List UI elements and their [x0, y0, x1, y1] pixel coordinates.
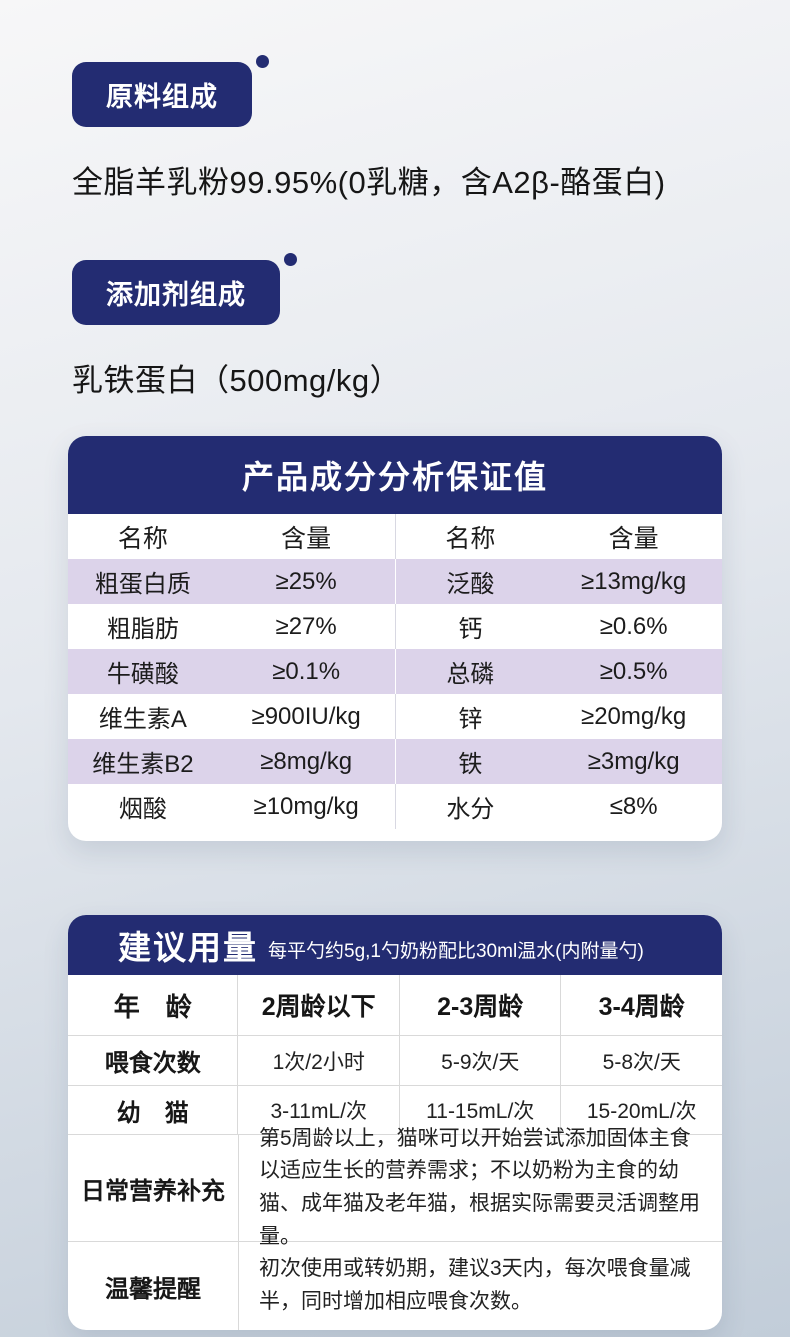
table-cell: ≥27% [218, 604, 396, 649]
row-label: 年 龄 [113, 991, 192, 1022]
table-row: 日常营养补充 第5周龄以上，猫咪可以开始尝试添加固体主食以适应生长的营养需求；不… [68, 1127, 722, 1248]
raw-material-text: 全脂羊乳粉99.95%(0乳糖，含A2β-酪蛋白) [72, 165, 666, 200]
dosage-card-title: 建议用量 [118, 929, 258, 966]
table-row: 粗脂肪 ≥27% 钙 ≥0.6% [68, 604, 722, 649]
dosage-card-subtitle: 每平勺约5g,1勺奶粉配比30ml温水(内附量勺) [268, 941, 644, 962]
table-cell: 锌 [458, 706, 483, 733]
note-text: 第5周龄以上，猫咪可以开始尝试添加固体主食以适应生长的营养需求；不以奶粉为主食的… [238, 1127, 722, 1248]
row-label: 日常营养补充 [81, 1177, 225, 1205]
table-header-row: 年 龄 2周龄以下 2-3周龄 3-4周龄 [68, 975, 722, 1035]
table-cell: 总磷 [446, 661, 495, 688]
column-header: 含量 [608, 524, 659, 553]
table-cell: 1次/2小时 [237, 1036, 399, 1085]
table-cell: ≥3mg/kg [587, 747, 680, 775]
raw-material-section: 原料组成 全脂羊乳粉99.95%(0乳糖，含A2β-酪蛋白) [0, 0, 790, 202]
column-header: 名称 [445, 524, 496, 553]
table-cell: 铁 [458, 751, 483, 778]
raw-material-badge: 原料组成 [72, 55, 269, 127]
table-cell: ≥25% [218, 559, 396, 604]
table-cell: 泛酸 [446, 571, 495, 598]
raw-material-badge-label: 原料组成 [72, 62, 252, 127]
table-cell: ≥8mg/kg [218, 739, 396, 784]
table-cell: ≤8% [609, 792, 658, 820]
note-text-content: 初次使用或转奶期，建议3天内，每次喂食量减半，同时增加相应喂食次数。 [259, 1257, 691, 1313]
table-cell: ≥0.5% [599, 657, 668, 685]
additive-badge-label: 添加剂组成 [72, 260, 280, 325]
note-text-content: 第5周龄以上，猫咪可以开始尝试添加固体主食以适应生长的营养需求；不以奶粉为主食的… [259, 1126, 700, 1248]
note-text: 初次使用或转奶期，建议3天内，每次喂食量减半，同时增加相应喂食次数。 [238, 1242, 722, 1330]
additive-badge: 添加剂组成 [72, 253, 297, 325]
table-cell: 烟酸 [118, 796, 167, 823]
additive-text: 乳铁蛋白（500mg/kg） [72, 363, 402, 398]
table-row: 粗蛋白质 ≥25% 泛酸 ≥13mg/kg [68, 559, 722, 604]
table-cell: 15-20mL/次 [560, 1086, 722, 1134]
table-cell: 牛磺酸 [106, 661, 179, 688]
table-row: 烟酸 ≥10mg/kg 水分 ≤8% [68, 784, 722, 829]
dosage-card-header: 建议用量 每平勺约5g,1勺奶粉配比30ml温水(内附量勺) [68, 915, 722, 975]
dot-icon [256, 55, 269, 68]
table-row: 喂食次数 1次/2小时 5-9次/天 5-8次/天 [68, 1035, 722, 1085]
column-header: 2-3周龄 [398, 975, 561, 1035]
table-cell: 11-15mL/次 [398, 1086, 561, 1134]
table-row: 维生素B2 ≥8mg/kg 铁 ≥3mg/kg [68, 739, 722, 784]
table-cell: 粗脂肪 [106, 616, 179, 643]
dot-icon [284, 253, 297, 266]
row-label: 幼 猫 [116, 1099, 189, 1127]
row-label: 喂食次数 [104, 1050, 201, 1077]
table-cell: 水分 [446, 796, 495, 823]
table-cell: 维生素A [98, 706, 187, 733]
column-header: 名称 [117, 524, 168, 553]
column-header: 含量 [218, 514, 396, 559]
dosage-card: 建议用量 每平勺约5g,1勺奶粉配比30ml温水(内附量勺) 年 龄 2周龄以下… [68, 915, 722, 1330]
table-cell: ≥0.1% [218, 649, 396, 694]
dosage-table: 年 龄 2周龄以下 2-3周龄 3-4周龄 喂食次数 1次/2小时 5-9次/天… [68, 975, 722, 1330]
table-cell: ≥13mg/kg [581, 567, 687, 595]
analysis-table: 名称 含量 名称 含量 粗蛋白质 ≥25% 泛酸 ≥13mg/kg 粗脂肪 ≥2… [68, 514, 722, 829]
table-cell: ≥0.6% [599, 612, 668, 640]
table-cell: 钙 [458, 616, 483, 643]
table-cell: ≥20mg/kg [581, 702, 687, 730]
table-row: 牛磺酸 ≥0.1% 总磷 ≥0.5% [68, 649, 722, 694]
table-cell: 3-11mL/次 [237, 1086, 399, 1134]
table-header-row: 名称 含量 名称 含量 [68, 514, 722, 559]
analysis-card-header: 产品成分分析保证值 [68, 436, 722, 514]
additive-section: 添加剂组成 乳铁蛋白（500mg/kg） [0, 253, 790, 400]
table-row: 温馨提醒 初次使用或转奶期，建议3天内，每次喂食量减半，同时增加相应喂食次数。 [68, 1241, 722, 1330]
table-cell: ≥900IU/kg [218, 694, 396, 739]
analysis-card: 产品成分分析保证值 名称 含量 名称 含量 粗蛋白质 ≥25% 泛酸 ≥13mg… [68, 436, 722, 841]
column-header: 2周龄以下 [237, 975, 399, 1035]
analysis-card-title: 产品成分分析保证值 [241, 459, 548, 495]
table-cell: 5-9次/天 [398, 1036, 561, 1085]
table-cell: ≥10mg/kg [218, 784, 396, 829]
table-cell: 粗蛋白质 [94, 571, 191, 598]
column-header: 3-4周龄 [560, 975, 722, 1035]
table-cell: 5-8次/天 [560, 1036, 722, 1085]
row-label: 温馨提醒 [105, 1275, 201, 1303]
table-row: 幼 猫 3-11mL/次 11-15mL/次 15-20mL/次 [68, 1085, 722, 1134]
table-row: 维生素A ≥900IU/kg 锌 ≥20mg/kg [68, 694, 722, 739]
table-cell: 维生素B2 [92, 751, 194, 778]
